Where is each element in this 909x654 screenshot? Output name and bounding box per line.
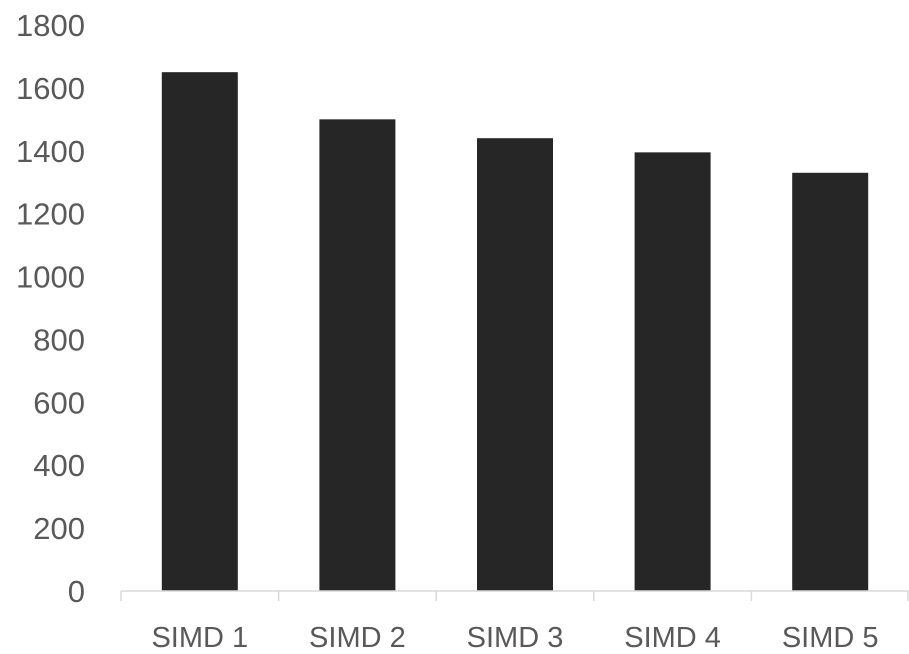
x-axis-labels: SIMD 1 SIMD 2 SIMD 3 SIMD 4 SIMD 5 <box>151 622 878 654</box>
y-tick-label: 1200 <box>16 197 85 232</box>
x-category-label: SIMD 5 <box>782 622 879 654</box>
y-tick-label: 1800 <box>16 8 85 43</box>
y-tick-label: 200 <box>33 511 85 546</box>
y-tick-label: 1600 <box>16 71 85 106</box>
x-axis-ticks <box>120 591 909 601</box>
bar <box>792 172 869 592</box>
y-tick-label: 1000 <box>16 260 85 295</box>
y-tick-label: 600 <box>33 385 85 420</box>
bar <box>634 152 711 591</box>
bar <box>319 119 396 591</box>
x-category-label: SIMD 1 <box>151 622 248 654</box>
y-tick-label: 0 <box>68 574 85 609</box>
bars <box>161 72 869 592</box>
x-category-label: SIMD 3 <box>467 622 564 654</box>
y-tick-label: 800 <box>33 322 85 357</box>
x-category-label: SIMD 4 <box>624 622 721 654</box>
bar <box>477 138 553 591</box>
x-category-label: SIMD 2 <box>309 622 406 654</box>
y-tick-label: 1400 <box>16 134 85 169</box>
y-tick-label: 400 <box>33 448 85 483</box>
y-axis-ticks: 0 200 400 600 800 1000 1200 1400 1600 1800 <box>16 8 85 609</box>
bar <box>161 72 238 591</box>
